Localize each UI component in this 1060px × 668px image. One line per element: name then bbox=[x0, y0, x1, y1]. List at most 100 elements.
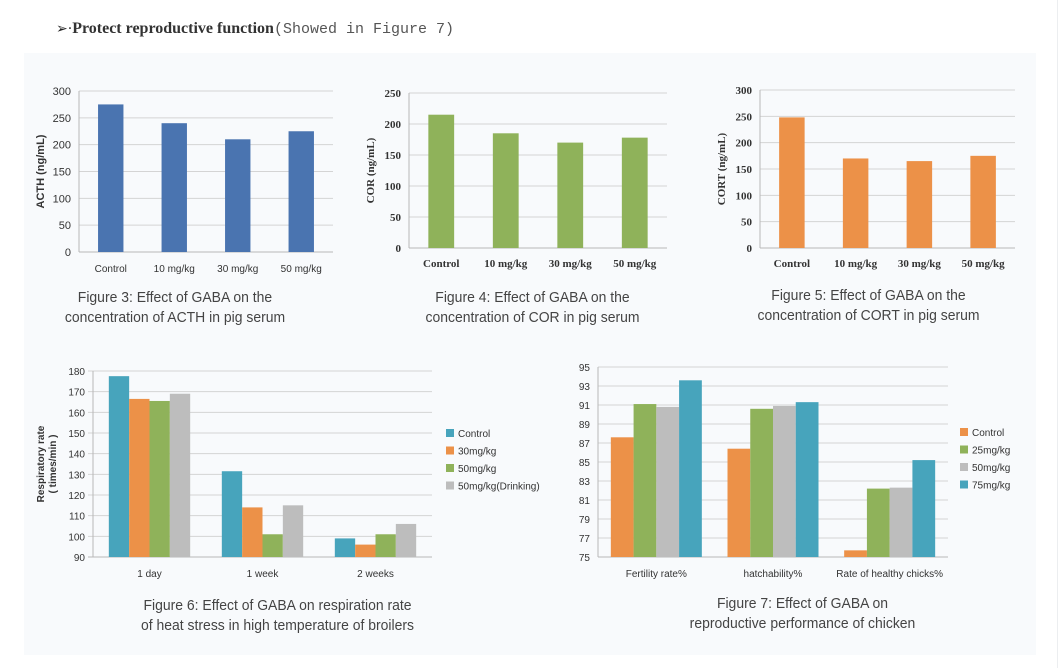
caption-line: concentration of ACTH in pig serum bbox=[64, 309, 286, 326]
fig6-y-tick-label: 90 bbox=[74, 553, 86, 564]
fig6-bar bbox=[395, 523, 417, 557]
fig6-y-tick-label: 100 bbox=[68, 532, 85, 543]
figure-3-caption: Figure 3: Effect of GABA on the concentr… bbox=[49, 288, 300, 328]
caption-line: Figure 3: Effect of GABA on the bbox=[77, 289, 273, 306]
caption-line: Figure 6: Effect of GABA on respiration … bbox=[143, 597, 412, 614]
fig5-x-tick-label: 10 mg/kg bbox=[834, 258, 878, 270]
fig6-legend-label: 30mg/kg bbox=[458, 447, 496, 458]
fig7-legend-swatch bbox=[960, 480, 968, 489]
fig3-bar bbox=[288, 131, 314, 252]
fig3-x-tick-label: 50 mg/kg bbox=[281, 264, 322, 275]
fig4-x-tick-label: Control bbox=[423, 258, 459, 270]
fig6-y-tick-label: 170 bbox=[68, 388, 85, 399]
fig6-legend-label: 50mg/kg(Drinking) bbox=[458, 482, 540, 493]
fig6-bar bbox=[375, 534, 396, 557]
fig6-bar bbox=[129, 398, 150, 557]
fig5-x-tick-label: 30 mg/kg bbox=[898, 258, 942, 270]
fig7-y-tick-label: 83 bbox=[579, 477, 591, 488]
fig6-y-tick-label: 150 bbox=[68, 429, 85, 440]
fig3-bar bbox=[225, 139, 251, 252]
fig7-legend-label: Control bbox=[972, 428, 1004, 439]
fig6-x-tick-label: 2 weeks bbox=[357, 569, 394, 580]
fig6-bar bbox=[355, 544, 376, 557]
fig3-x-tick-label: Control bbox=[95, 264, 127, 275]
fig7-legend-swatch bbox=[960, 445, 968, 454]
fig3-y-tick-label: 100 bbox=[53, 193, 71, 205]
fig5-y-tick-label: 150 bbox=[736, 164, 753, 176]
fig7-y-tick-label: 89 bbox=[579, 420, 591, 431]
fig3-y-tick-label: 150 bbox=[53, 167, 71, 179]
fig4-y-tick-label: 100 bbox=[385, 181, 402, 193]
fig5-y-axis-title: CORT (ng/mL) bbox=[716, 132, 728, 205]
fig7-bar bbox=[610, 437, 634, 557]
figure-5-caption: Figure 5: Effect of GABA on the concentr… bbox=[736, 286, 1001, 326]
fig3-y-axis-title: ACTH (ng/mL) bbox=[35, 134, 47, 208]
fig7-y-tick-label: 87 bbox=[579, 439, 591, 450]
fig5-x-tick-label: Control bbox=[774, 258, 810, 270]
fig7-bar bbox=[679, 380, 702, 557]
caption-line: reproductive performance of chicken bbox=[689, 615, 916, 632]
fig7-legend-label: 75mg/kg bbox=[972, 481, 1010, 492]
fig6-bar bbox=[262, 534, 283, 557]
fig5-y-tick-label: 50 bbox=[741, 217, 753, 229]
caption-line: concentration of COR in pig serum bbox=[425, 309, 640, 326]
fig3-x-tick-label: 30 mg/kg bbox=[217, 264, 258, 275]
fig7-y-tick-label: 91 bbox=[579, 401, 591, 412]
fig4-y-tick-label: 200 bbox=[385, 119, 402, 131]
fig6-x-tick-label: 1 week bbox=[247, 569, 280, 580]
fig7-bar bbox=[912, 460, 936, 557]
fig6-legend-swatch bbox=[446, 464, 454, 472]
section-title: Protect reproductive function bbox=[72, 20, 274, 37]
arrow-bullet-icon: ➢· bbox=[56, 21, 73, 37]
fig4-bar bbox=[428, 114, 455, 248]
fig4-y-axis-title: COR (ng/mL) bbox=[365, 137, 377, 203]
fig6-y-axis-title: Respiratory rate bbox=[36, 425, 47, 502]
fig6-legend-swatch bbox=[446, 446, 454, 455]
caption-line: Figure 7: Effect of GABA on bbox=[716, 595, 889, 612]
fig7-y-tick-label: 95 bbox=[579, 363, 591, 374]
caption-line: Figure 4: Effect of GABA on the bbox=[435, 289, 630, 306]
fig6-y-tick-label: 110 bbox=[69, 512, 85, 523]
fig6-y-tick-label: 140 bbox=[68, 450, 85, 461]
fig5-y-tick-label: 0 bbox=[747, 243, 753, 255]
fig7-bar bbox=[727, 448, 751, 557]
fig7-x-tick-label: Fertility rate% bbox=[626, 569, 687, 580]
fig6-bar bbox=[282, 505, 304, 557]
fig4-x-tick-label: 50 mg/kg bbox=[613, 258, 657, 270]
section-note: (Showed in Figure 7) bbox=[273, 21, 454, 38]
fig5-bar bbox=[779, 117, 805, 249]
fig3-y-tick-label: 300 bbox=[53, 86, 71, 98]
fig7-bar bbox=[866, 488, 890, 557]
fig6-bar bbox=[108, 376, 130, 557]
fig4-bar bbox=[621, 137, 648, 248]
caption-line: Figure 5: Effect of GABA on the bbox=[771, 287, 966, 304]
fig7-legend-swatch bbox=[960, 463, 968, 471]
fig7-legend-label: 50mg/kg bbox=[972, 463, 1010, 474]
fig7-bar bbox=[656, 406, 680, 557]
fig7-x-tick-label: Rate of healthy chicks% bbox=[836, 569, 943, 580]
fig6-y-tick-label: 180 bbox=[68, 367, 85, 378]
fig6-y-axis-title-unit: ( times/min ) bbox=[48, 435, 59, 494]
caption-line: of heat stress in high temperature of br… bbox=[141, 617, 414, 634]
fig5-bar bbox=[842, 158, 869, 248]
fig6-bar bbox=[221, 471, 243, 557]
fig6-bar bbox=[149, 400, 170, 557]
fig3-bar bbox=[98, 104, 124, 253]
fig6-y-tick-label: 160 bbox=[68, 408, 85, 419]
fig6-legend-label: 50mg/kg bbox=[458, 464, 496, 475]
fig4-x-tick-label: 10 mg/kg bbox=[484, 258, 528, 270]
fig6-legend-swatch bbox=[446, 481, 454, 490]
fig6-x-tick-label: 1 day bbox=[137, 569, 161, 580]
fig3-y-tick-label: 250 bbox=[53, 113, 71, 125]
fig5-bar bbox=[906, 161, 933, 248]
fig7-y-tick-label: 81 bbox=[579, 496, 591, 507]
fig7-bar bbox=[844, 550, 867, 557]
fig5-y-tick-label: 250 bbox=[736, 111, 753, 123]
fig6-bar bbox=[334, 538, 356, 557]
fig7-y-tick-label: 75 bbox=[579, 553, 591, 564]
fig7-x-tick-label: hatchability% bbox=[744, 569, 803, 580]
section-heading: ➢·Protect reproductive function(Showed i… bbox=[56, 20, 454, 38]
fig6-y-tick-label: 120 bbox=[68, 491, 85, 502]
fig7-y-tick-label: 85 bbox=[579, 458, 591, 469]
fig6-legend-label: Control bbox=[458, 429, 490, 440]
